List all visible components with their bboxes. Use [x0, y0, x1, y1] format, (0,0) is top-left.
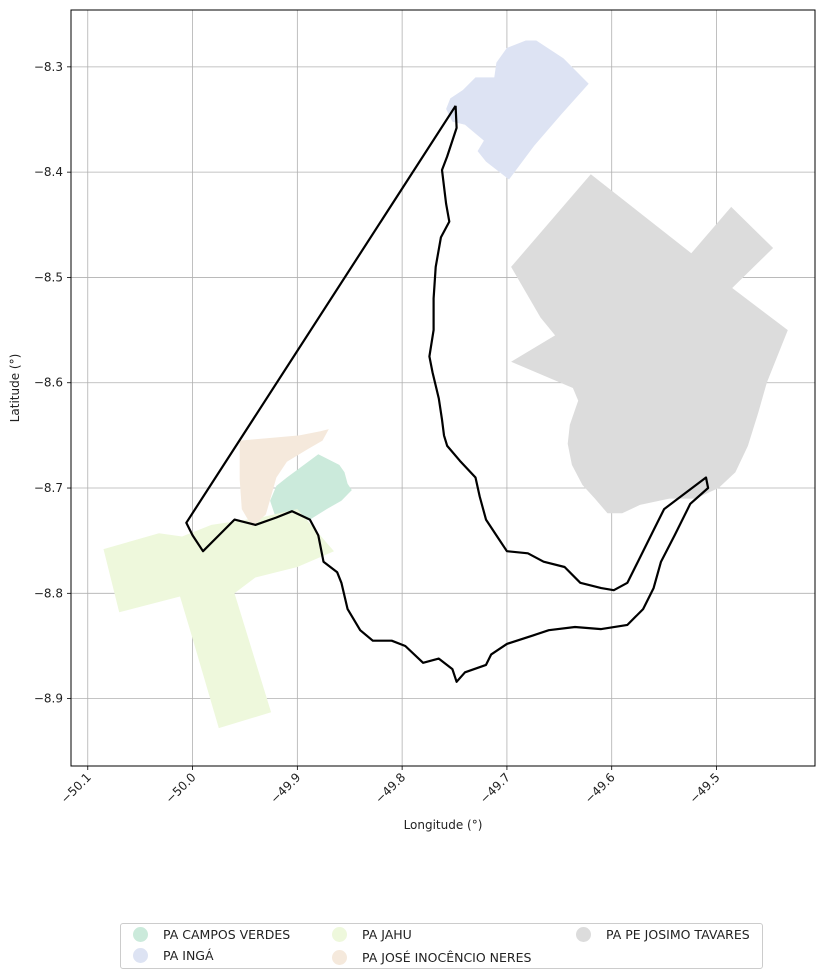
x-tick-label: −50.1: [58, 770, 94, 806]
legend-item-jahu: PA JAHU: [332, 927, 412, 942]
x-tick-label: −49.5: [687, 770, 723, 806]
y-tick-label: −8.7: [34, 481, 63, 495]
area-pa-pe-josimo-tavares: [511, 174, 788, 514]
legend-label: PA JOSÉ INOCÊNCIO NERES: [362, 950, 532, 965]
map-areas: [103, 40, 788, 729]
y-tick-label: −8.9: [34, 692, 63, 706]
legend-marker: [332, 927, 347, 942]
x-tick-label: −49.9: [268, 770, 304, 806]
area-pa-jahu: [103, 509, 334, 729]
legend-label: PA INGÁ: [163, 948, 214, 963]
legend-item-pe-josimo-tavares: PA PE JOSIMO TAVARES: [576, 927, 750, 942]
x-tick-label: −49.6: [582, 770, 618, 806]
y-tick-label: −8.5: [34, 270, 63, 284]
area-pa-campos-verdes: [270, 454, 352, 524]
y-axis-label: Latitude (°): [8, 354, 22, 423]
legend-label: PA CAMPOS VERDES: [163, 927, 291, 942]
area-pa-ing-: [446, 40, 589, 180]
municipality-boundary: [185, 105, 710, 683]
legend-item-jose-inocencio-neres: PA JOSÉ INOCÊNCIO NERES: [332, 950, 531, 965]
legend-marker: [332, 950, 347, 965]
legend-item-inga: PA INGÁ: [133, 948, 214, 963]
legend: PA CAMPOS VERDES PA INGÁ PA JAHU PA JOSÉ…: [120, 923, 763, 969]
legend-label: PA PE JOSIMO TAVARES: [606, 927, 750, 942]
area-pa-jos-inoc-ncio-neres: [239, 429, 329, 527]
map-figure: −50.1 −50.0 −49.9 −49.8 −49.7 −49.6 −49.5 −8.3 −…: [8, 9, 816, 832]
legend-label: PA JAHU: [362, 927, 412, 942]
legend-marker: [133, 948, 148, 963]
x-tick-label: −49.8: [372, 770, 408, 806]
x-tick-label: −50.0: [163, 770, 199, 806]
boundary-outline: [185, 105, 710, 683]
y-tick-label: −8.8: [34, 586, 63, 600]
x-axis-label: Longitude (°): [404, 818, 483, 832]
x-tick-label: −49.7: [477, 770, 513, 806]
legend-marker: [576, 927, 591, 942]
y-tick-label: −8.3: [34, 60, 63, 74]
legend-item-campos-verdes: PA CAMPOS VERDES: [133, 927, 290, 942]
plot-frame: [70, 9, 816, 767]
y-tick-label: −8.4: [34, 165, 63, 179]
y-tick-label: −8.6: [34, 376, 63, 390]
legend-marker: [133, 927, 148, 942]
